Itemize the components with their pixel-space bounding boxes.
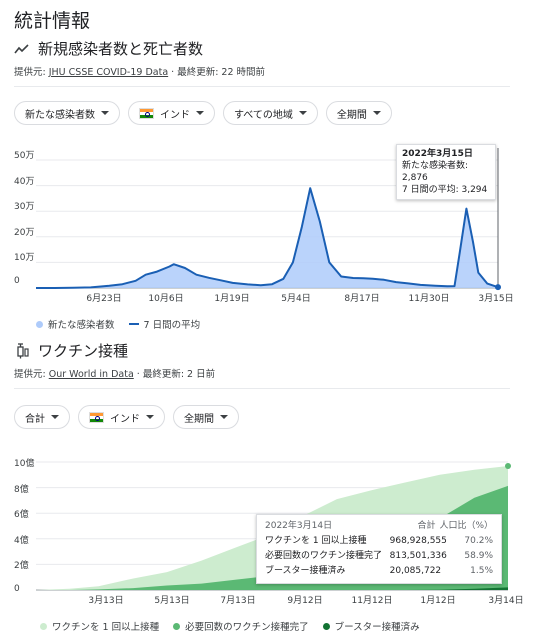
x-tick-label: 10月6日: [148, 294, 184, 304]
cases-section-header: 新規感染者数と死亡者数: [14, 38, 203, 59]
booster-area: [36, 587, 508, 590]
cases-section-title: 新規感染者数と死亡者数: [38, 40, 204, 58]
legend-dot: [40, 622, 47, 630]
y-tick-label: 40万: [14, 176, 35, 187]
legend-dot: [36, 320, 43, 328]
legend-dot: [322, 622, 330, 630]
vaccine-metric-dropdown[interactable]: 合計: [14, 405, 70, 429]
cases-source-link[interactable]: JHU CSSE COVID-19 Data: [48, 67, 169, 78]
x-tick-label: 9月12日: [287, 596, 323, 606]
chevron-down-icon: [51, 415, 59, 419]
chevron-down-icon: [372, 111, 381, 115]
x-tick-label: 7月13日: [220, 596, 256, 606]
divider: [14, 86, 510, 87]
chevron-down-icon: [146, 415, 154, 419]
avg-7day-line: [36, 187, 499, 289]
tooltip-row: 必要回数のワクチン接種完了 813,501,336 58.9%: [265, 549, 493, 564]
y-tick-label: 2億: [14, 561, 29, 572]
chevron-down-icon: [101, 111, 109, 115]
chevron-down-icon: [196, 111, 204, 115]
trending-icon: [14, 43, 29, 53]
vaccine-period-dropdown[interactable]: 全期間: [173, 405, 239, 429]
tooltip-row-total: 968,928,555: [389, 536, 447, 546]
x-tick-label: 3月13日: [88, 596, 124, 606]
period-dropdown[interactable]: 全期間: [325, 101, 392, 125]
legend-line: [128, 323, 139, 325]
y-tick-label: 30万: [14, 202, 35, 213]
legend-first-dose: ワクチンを 1 回以上接種: [40, 619, 159, 633]
cases-chart[interactable]: [0, 140, 536, 300]
x-tick-label: 11月12日: [351, 596, 393, 606]
tooltip-row: ブースター接種済み 20,085,722 1.5%: [265, 564, 493, 579]
region-dropdown[interactable]: すべての地域: [223, 101, 318, 125]
divider: [14, 388, 510, 389]
cases-tooltip: 2022年3月15日 新たな感染者数: 2,876 7 日間の平均: 3,294: [396, 144, 496, 200]
new-cases-area: [36, 188, 498, 288]
page-title: 統計情報: [14, 10, 91, 32]
y-tick-label: 50万: [14, 151, 35, 161]
vaccine-filter-bar: 合計 インド 全期間: [14, 405, 239, 429]
y-tick-label: 4億: [14, 535, 29, 546]
vaccine-source: 提供元: Our World in Data · 最終更新: 2 日前: [14, 369, 216, 380]
x-tick-label: 6月23日: [86, 294, 122, 304]
vaccine-tooltip-header: 2022年3月14日 合計 人口比（%）: [265, 521, 493, 531]
y-tick-label: 10万: [14, 253, 35, 264]
x-tick-label: 1月12日: [420, 596, 456, 606]
x-tick-label: 8月17日: [344, 294, 380, 304]
tooltip-row-total: 813,501,336: [389, 551, 447, 561]
vaccine-source-link[interactable]: Our World in Data: [48, 369, 134, 380]
hover-point: [505, 462, 511, 469]
legend-booster: ブースター接種済み: [322, 619, 420, 633]
y-tick-label: 0: [14, 276, 20, 286]
x-tick-label: 3月14日: [488, 596, 524, 606]
tooltip-row-ratio: 70.2%: [464, 536, 493, 546]
tooltip-row-total: 20,085,722: [389, 566, 442, 576]
tooltip-row: ワクチンを 1 回以上接種 968,928,555 70.2%: [265, 534, 493, 549]
legend-new-cases: 新たな感染者数: [36, 317, 115, 331]
tooltip-row-label: ワクチンを 1 回以上接種: [265, 536, 367, 546]
tooltip-new-cases: 新たな感染者数: 2,876: [402, 161, 469, 183]
vaccine-section-title: ワクチン接種: [38, 342, 129, 360]
metric-dropdown[interactable]: 新たな感染者数: [14, 101, 120, 125]
cases-source: 提供元: JHU CSSE COVID-19 Data · 最終更新: 22 時…: [14, 67, 266, 78]
y-tick-label: 10億: [14, 459, 35, 469]
y-tick-label: 20万: [14, 227, 35, 238]
vaccine-section-header: ワクチン接種: [14, 340, 128, 361]
chevron-down-icon: [220, 415, 228, 419]
tooltip-date: 2022年3月15日: [402, 149, 473, 159]
legend-dot: [173, 622, 181, 630]
x-tick-label: 3月15日: [478, 294, 514, 304]
tooltip-row-label: ブースター接種済み: [265, 566, 346, 576]
x-tick-label: 1月19日: [214, 294, 250, 304]
x-tick-label: 5月4日: [281, 294, 311, 304]
syringe-icon: [17, 342, 29, 358]
x-tick-label: 5月13日: [154, 596, 190, 606]
y-tick-label: 0: [14, 584, 20, 594]
tooltip-row-label: 必要回数のワクチン接種完了: [265, 551, 383, 561]
india-flag-icon: [139, 107, 154, 119]
vaccine-country-dropdown[interactable]: インド: [78, 405, 165, 429]
chevron-down-icon: [298, 111, 307, 115]
y-tick-label: 6億: [14, 510, 29, 521]
tooltip-avg: 7 日間の平均: 3,294: [402, 185, 488, 195]
legend-avg: 7 日間の平均: [128, 317, 200, 331]
cases-legend: 新たな感染者数 7 日間の平均: [36, 317, 200, 331]
legend-fully-vaccinated: 必要回数のワクチン接種完了: [173, 619, 309, 633]
tooltip-row-ratio: 58.9%: [464, 551, 493, 561]
tooltip-row-ratio: 1.5%: [470, 566, 493, 576]
cases-filter-bar: 新たな感染者数 インド すべての地域 全期間: [14, 101, 392, 125]
country-dropdown[interactable]: インド: [128, 101, 215, 125]
hover-point: [495, 284, 501, 291]
x-tick-label: 11月30日: [408, 294, 450, 304]
y-tick-label: 8億: [14, 484, 29, 495]
vaccine-tooltip-rows: ワクチンを 1 回以上接種 968,928,555 70.2% 必要回数のワクチン接種…: [265, 534, 493, 579]
vaccine-tooltip: 2022年3月14日 合計 人口比（%） ワクチンを 1 回以上接種 968,92…: [256, 514, 502, 584]
india-flag-icon: [89, 411, 104, 423]
vaccine-legend: ワクチンを 1 回以上接種 必要回数のワクチン接種完了 ブースター接種済み: [40, 619, 420, 633]
